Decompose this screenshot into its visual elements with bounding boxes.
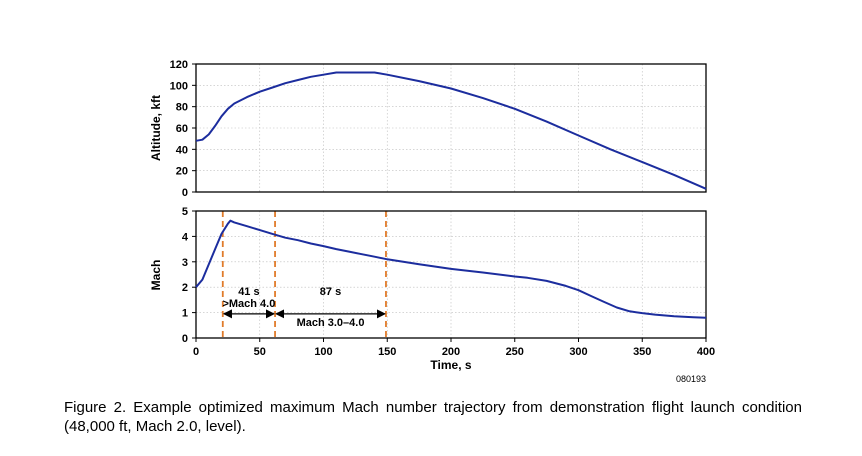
altitude-panel: 0 20 40 60 80 100 120 Altitude, kft — [149, 59, 707, 199]
y-tick-label: 4 — [182, 231, 189, 243]
y-tick-label: 5 — [182, 206, 188, 218]
mach-y-ticks: 0 1 2 3 4 5 — [182, 206, 196, 345]
x-tick-label: 50 — [254, 346, 266, 358]
x-tick-label: 100 — [314, 346, 332, 358]
time-x-ticks: 0 50 100 150 200 250 300 350 400 — [193, 338, 715, 358]
altitude-y-axis-label: Altitude, kft — [149, 95, 163, 161]
y-tick-label: 40 — [176, 144, 188, 156]
mach-grid — [195, 210, 707, 339]
time-x-axis-label: Time, s — [430, 358, 471, 372]
duration-label: 87 s — [320, 286, 341, 298]
x-tick-label: 250 — [506, 346, 524, 358]
mach-range-label: >Mach 4.0 — [222, 298, 275, 310]
x-tick-label: 200 — [442, 346, 460, 358]
y-tick-label: 0 — [182, 187, 188, 199]
duration-label: 41 s — [238, 286, 259, 298]
y-tick-label: 3 — [182, 257, 188, 269]
mach-duration-annotations: 41 s>Mach 4.0 87 s Mach 3.0–4.0 — [222, 286, 386, 329]
x-tick-label: 300 — [569, 346, 587, 358]
figure-id-label: 080193 — [676, 374, 706, 384]
y-tick-label: 20 — [176, 166, 188, 178]
y-tick-label: 100 — [170, 80, 188, 92]
altitude-y-ticks: 0 20 40 60 80 100 120 — [170, 59, 196, 199]
mach-series-line — [195, 219, 707, 319]
x-tick-label: 150 — [378, 346, 396, 358]
figure-caption: Figure 2. Example optimized maximum Mach… — [64, 399, 802, 435]
y-tick-label: 1 — [182, 308, 188, 320]
altitude-series-line — [195, 71, 707, 190]
mach-y-axis-label: Mach — [149, 260, 163, 291]
mach-panel: 0 1 2 3 4 5 0 50 100 150 200 250 300 350 400 41 s>Mac… — [149, 206, 715, 372]
y-tick-label: 2 — [182, 282, 188, 294]
mach-range-label: Mach 3.0–4.0 — [297, 317, 365, 329]
y-tick-label: 60 — [176, 123, 188, 135]
y-tick-label: 80 — [176, 102, 188, 114]
x-tick-label: 0 — [193, 346, 199, 358]
x-tick-label: 400 — [697, 346, 715, 358]
y-tick-label: 0 — [182, 333, 188, 345]
altitude-grid — [195, 63, 707, 193]
y-tick-label: 120 — [170, 59, 188, 71]
x-tick-label: 350 — [633, 346, 651, 358]
